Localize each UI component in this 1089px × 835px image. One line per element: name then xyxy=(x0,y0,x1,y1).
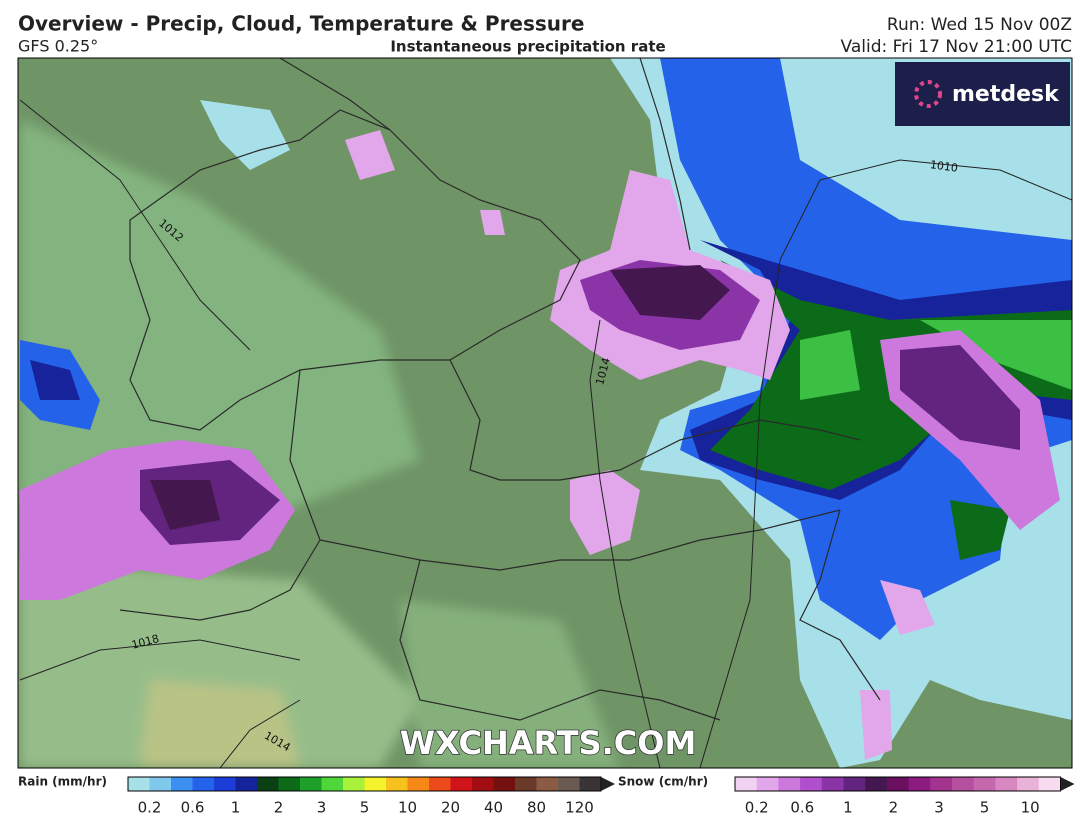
snow-swatch xyxy=(952,777,975,791)
snow-swatch xyxy=(821,777,844,791)
rain-swatch xyxy=(364,777,387,791)
rain-swatch xyxy=(407,777,430,791)
snow-swatch xyxy=(995,777,1018,791)
rain-swatch xyxy=(257,777,279,791)
title: Overview - Precip, Cloud, Temperature & … xyxy=(18,12,584,36)
snow-tick-label: 0.6 xyxy=(790,799,814,817)
rain-swatch xyxy=(472,777,494,791)
run: Run: Wed 15 Nov 00Z xyxy=(887,15,1072,35)
snow-tick-label: 5 xyxy=(980,799,990,817)
logo-text: metdesk xyxy=(952,82,1060,107)
rain-swatch xyxy=(515,777,537,791)
rain-tick-label: 80 xyxy=(527,799,546,817)
rain-swatch xyxy=(235,777,258,791)
snow-swatch xyxy=(1017,777,1040,791)
isobars xyxy=(19,99,1072,768)
snow-swatch xyxy=(800,777,823,791)
subtitle: Instantaneous precipitation rate xyxy=(390,38,665,56)
logo-box xyxy=(895,62,1070,126)
snow-tick-label: 2 xyxy=(889,799,899,817)
snow-swatch xyxy=(908,777,931,791)
rain-swatch xyxy=(321,777,344,791)
snow-bar-arrow xyxy=(1060,777,1075,791)
snow-tick-label: 0.2 xyxy=(745,799,769,817)
snow-tick-label: 1 xyxy=(843,799,853,817)
rain-tick-label: 3 xyxy=(317,799,327,817)
snow-tick-label: 3 xyxy=(934,799,944,817)
rain-bar-arrow xyxy=(601,777,615,791)
rain-swatch xyxy=(171,777,193,791)
snow-swatch xyxy=(756,777,779,791)
rain-swatch xyxy=(536,777,559,791)
rain-swatch xyxy=(149,777,172,791)
borders xyxy=(119,58,881,721)
rain-swatch xyxy=(558,777,580,791)
rain-tick-label: 5 xyxy=(360,799,370,817)
model: GFS 0.25° xyxy=(18,37,98,56)
rain-swatch xyxy=(214,777,236,791)
rain-tick-label: 20 xyxy=(441,799,460,817)
snow xyxy=(20,130,1060,760)
snow-swatch xyxy=(930,777,953,791)
rain-tick-label: 40 xyxy=(484,799,503,817)
map: 1012 1014 1010 1018 1014 WXCHARTS.COM xyxy=(18,58,1072,768)
rain-legend-label: Rain (mm/hr) xyxy=(18,775,107,789)
rain-swatch xyxy=(386,777,408,791)
snow-swatch xyxy=(778,777,801,791)
snow-swatch xyxy=(973,777,996,791)
rain-tick-label: 0.2 xyxy=(138,799,162,817)
rain-swatch xyxy=(450,777,473,791)
snow-swatch xyxy=(886,777,910,791)
snow-swatch xyxy=(865,777,888,791)
rain-swatch xyxy=(278,777,301,791)
rain-swatch xyxy=(429,777,451,791)
rain-tick-label: 10 xyxy=(398,799,417,817)
snow-swatch xyxy=(735,777,758,791)
rain-swatch xyxy=(343,777,365,791)
map-frame xyxy=(17,57,1073,769)
rain-swatch xyxy=(128,777,150,791)
rain-tick-label: 120 xyxy=(565,799,594,817)
rain-tick-label: 0.6 xyxy=(181,799,205,817)
rain-swatch xyxy=(192,777,215,791)
logo-icon xyxy=(914,80,942,108)
snow-swatch xyxy=(843,777,866,791)
isobar-label: 1010 xyxy=(929,158,959,175)
rain-swatch xyxy=(300,777,322,791)
watermark: WXCHARTS.COM xyxy=(400,724,697,762)
valid: Valid: Fri 17 Nov 21:00 UTC xyxy=(841,37,1072,57)
rain-swatch xyxy=(579,777,602,791)
logo: metdesk xyxy=(895,62,1070,126)
snow-legend-label: Snow (cm/hr) xyxy=(618,775,708,789)
snow-tick-label: 10 xyxy=(1021,799,1040,817)
rain-swatch xyxy=(493,777,516,791)
rain-tick-label: 1 xyxy=(231,799,241,817)
snow-swatch xyxy=(1038,777,1061,791)
rain-tick-label: 2 xyxy=(274,799,284,817)
